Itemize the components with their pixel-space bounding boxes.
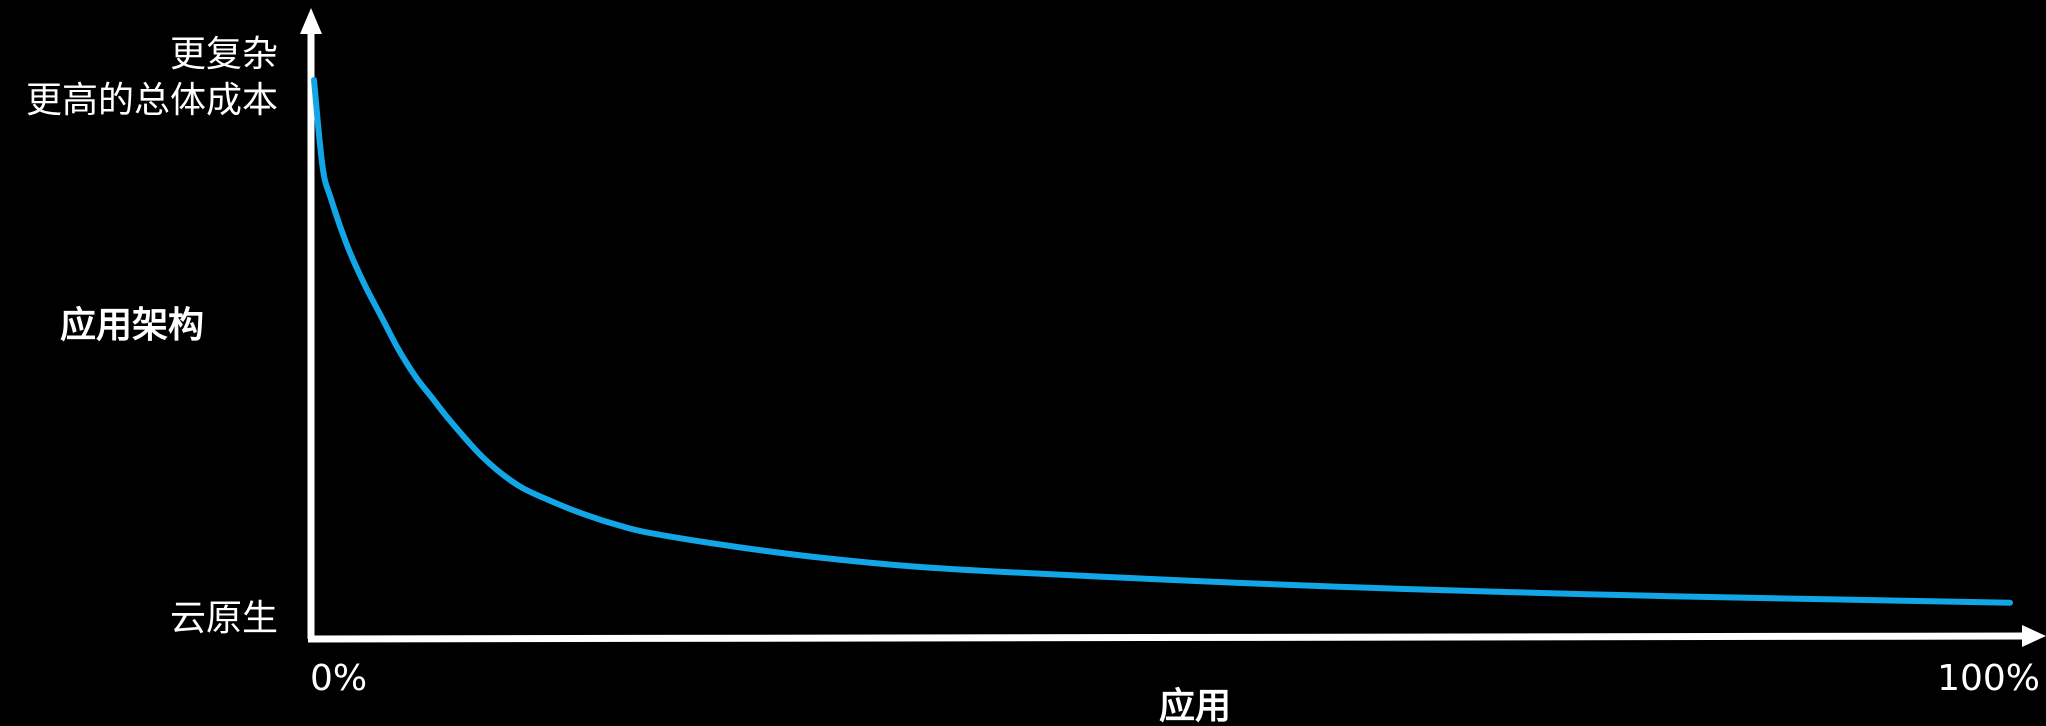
- y-axis-arrow-icon: [300, 8, 322, 34]
- x-tick-label-100: 100%: [1937, 658, 2040, 699]
- x-axis-line: [307, 632, 2029, 643]
- y-top-label-2: 更高的总体成本: [26, 80, 278, 121]
- x-tick-label-0: 0%: [310, 658, 367, 699]
- x-axis-arrow-icon: [2022, 625, 2046, 647]
- y-bottom-label: 云原生: [170, 598, 278, 639]
- x-axis-label: 应用: [1159, 686, 1231, 726]
- y-top-label-1: 更复杂: [170, 34, 278, 75]
- axes: [300, 8, 2046, 647]
- y-axis-label: 应用架构: [60, 305, 204, 346]
- series-line: [311, 77, 2013, 606]
